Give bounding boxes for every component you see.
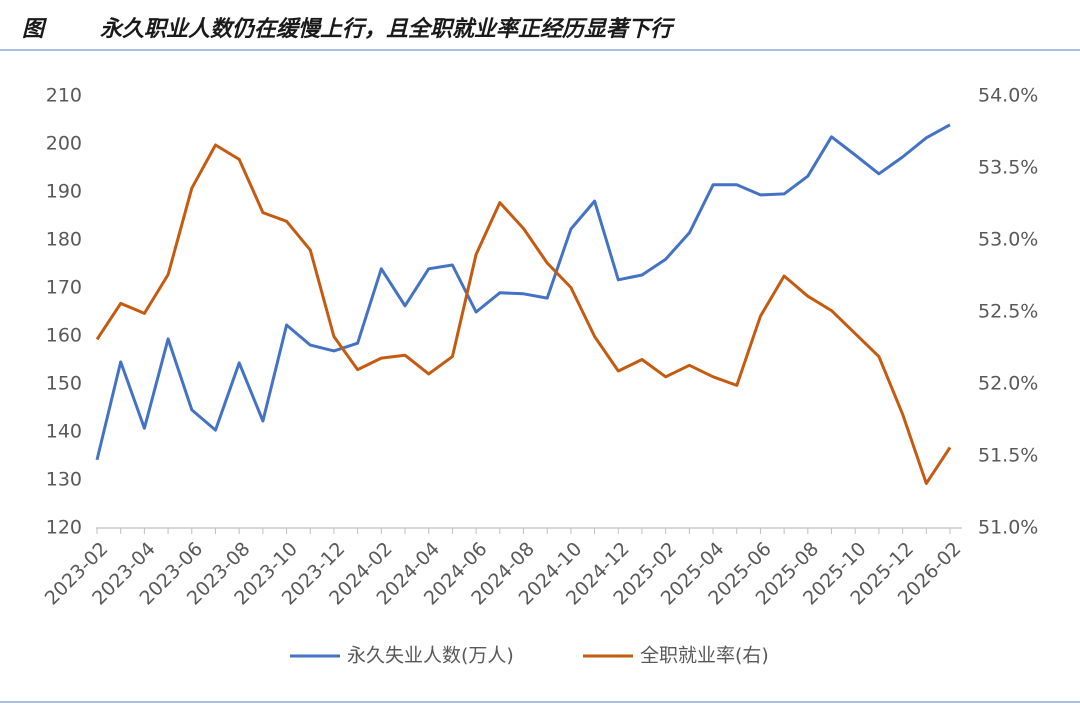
y2-tick-label: 52.5% (978, 301, 1038, 323)
y2-tick-label: 51.0% (978, 517, 1038, 539)
figure-label: 图 (22, 17, 48, 42)
y-tick-label: 200 (46, 133, 82, 155)
y-tick-label: 130 (46, 469, 82, 491)
y-tick-label: 160 (46, 325, 82, 347)
legend-label: 全职就业率(右) (640, 645, 769, 667)
y-tick-label: 120 (46, 517, 82, 539)
y-tick-label: 210 (46, 85, 82, 107)
y-tick-label: 180 (46, 229, 82, 251)
y2-tick-label: 54.0% (978, 85, 1038, 107)
series-line (95, 143, 952, 485)
y-tick-label: 190 (46, 181, 82, 203)
y2-tick-label: 51.5% (978, 445, 1038, 467)
y-tick-label: 140 (46, 421, 82, 443)
y2-tick-label: 53.0% (978, 229, 1038, 251)
legend-label: 永久失业人数(万人) (347, 645, 514, 667)
y-tick-label: 150 (46, 373, 82, 395)
y2-tick-label: 53.5% (978, 157, 1038, 179)
y2-tick-label: 52.0% (978, 373, 1038, 395)
chart-title: 永久职业人数仍在缓慢上行，且全职就业率正经历显著下行 (100, 16, 676, 42)
series-line (95, 123, 951, 461)
y-tick-label: 170 (46, 277, 82, 299)
